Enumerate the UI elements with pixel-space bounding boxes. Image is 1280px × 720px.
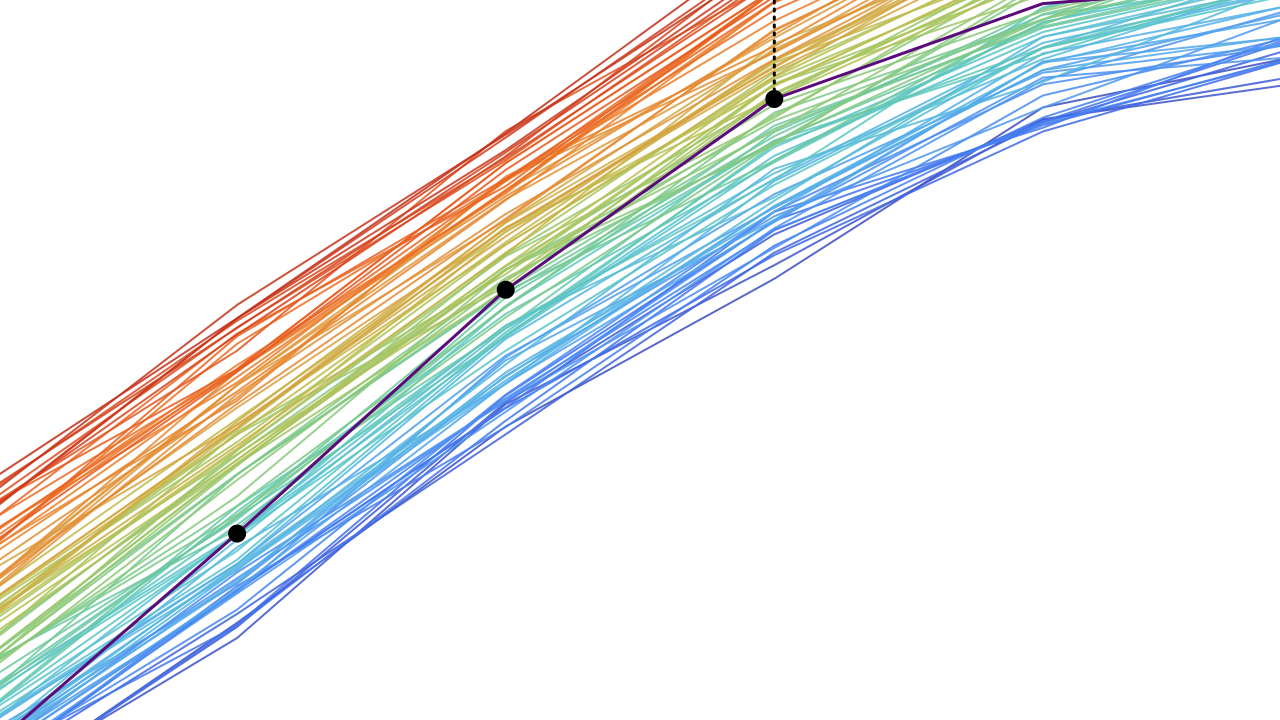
series-lines — [0, 0, 1280, 720]
highlight-marker — [765, 90, 783, 108]
series-line — [0, 26, 1280, 720]
spaghetti-line-chart — [0, 0, 1280, 720]
series-line — [0, 27, 1280, 720]
highlight-marker — [497, 281, 515, 299]
highlight-marker — [228, 525, 246, 543]
